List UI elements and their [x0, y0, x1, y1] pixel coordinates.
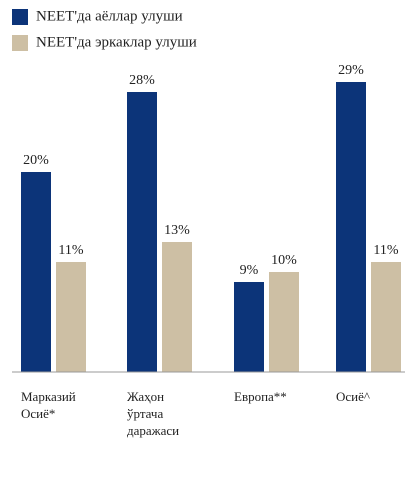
value-label: 11%	[373, 243, 398, 258]
bar	[127, 92, 157, 372]
legend-label: NEET'да эркаклар улуши	[36, 34, 197, 50]
value-label: 20%	[23, 153, 49, 168]
value-label: 28%	[129, 73, 155, 88]
value-label: 13%	[164, 223, 190, 238]
legend-label: NEET'да аёллар улуши	[36, 8, 183, 24]
x-tick-label: Марказий Осиё*	[21, 389, 76, 421]
bar	[162, 242, 192, 372]
bar	[234, 282, 264, 372]
bar	[21, 172, 51, 372]
x-tick-label: Осиё^	[336, 389, 370, 404]
value-label: 10%	[271, 253, 297, 268]
value-label: 11%	[58, 243, 83, 258]
legend-swatch	[12, 9, 28, 25]
x-tick-label: Жаҳон ўртача даражаси	[127, 389, 180, 438]
bar	[371, 262, 401, 372]
value-label: 29%	[338, 63, 364, 78]
bar	[269, 272, 299, 372]
bar	[56, 262, 86, 372]
legend-swatch	[12, 35, 28, 51]
bar	[336, 82, 366, 372]
x-tick-label: Европа**	[234, 389, 287, 404]
value-label: 9%	[240, 263, 259, 278]
